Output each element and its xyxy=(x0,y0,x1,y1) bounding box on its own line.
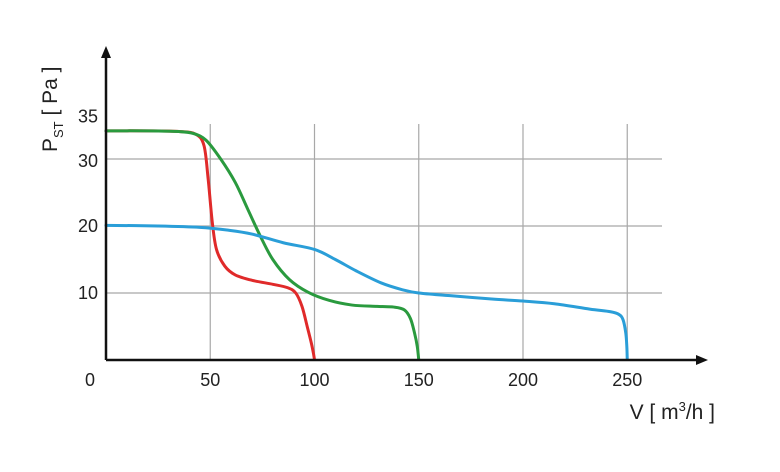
x-axis-arrow-icon xyxy=(696,355,708,365)
origin-label: 0 xyxy=(85,370,95,390)
grid xyxy=(106,124,662,360)
y-axis-label: PST [ Pa ] xyxy=(39,67,66,153)
x-axis-label: V [ m3/h ] xyxy=(630,399,715,424)
y-tick-label: 30 xyxy=(78,151,98,171)
y-tick-label: 20 xyxy=(78,216,98,236)
y-tick-label: 35 xyxy=(78,107,98,127)
series-layer xyxy=(104,129,629,361)
y-tick-label: 10 xyxy=(78,283,98,303)
x-tick-label: 250 xyxy=(612,370,642,390)
series-line xyxy=(104,223,629,361)
x-tick-label: 100 xyxy=(299,370,329,390)
x-tick-label: 150 xyxy=(404,370,434,390)
y-axis-arrow-icon xyxy=(101,46,111,58)
series-line xyxy=(104,129,421,361)
axes xyxy=(101,46,708,365)
tick-labels: 50 100 150 200 250 10 20 30 35 xyxy=(78,107,642,391)
x-tick-label: 50 xyxy=(200,370,220,390)
x-tick-label: 200 xyxy=(508,370,538,390)
